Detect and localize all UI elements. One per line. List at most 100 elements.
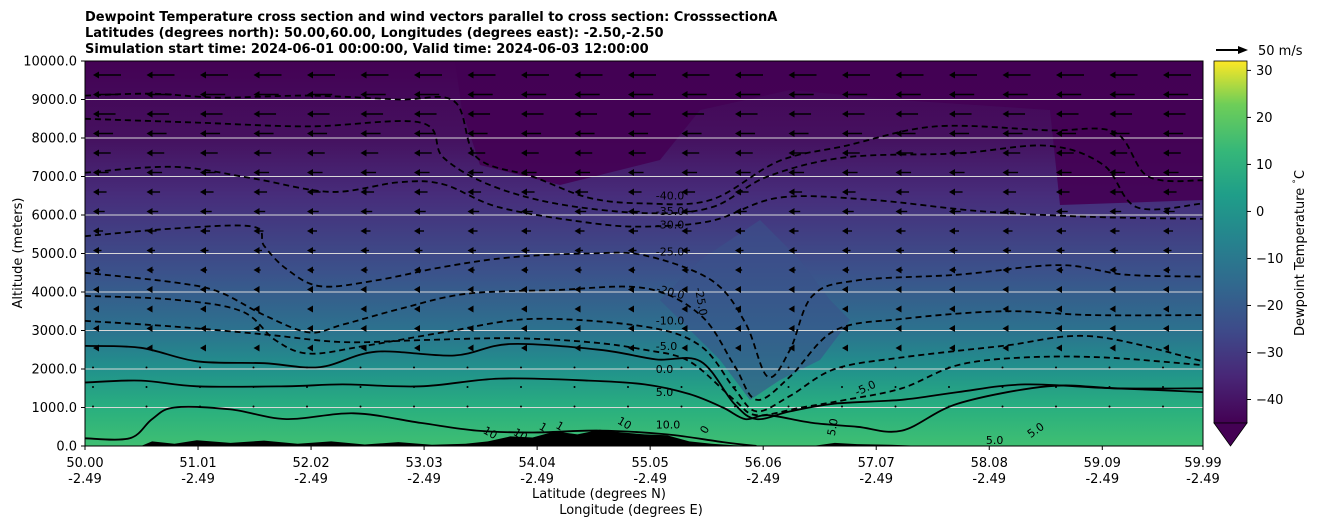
- wind-vector-290: [1002, 325, 1009, 332]
- wind-vector-334: [1108, 366, 1111, 369]
- wind-vector-57: [895, 110, 919, 118]
- quiver-key: 50 m/s: [1216, 44, 1303, 59]
- wind-vector-351: [894, 386, 897, 388]
- wind-vector-218: [521, 266, 529, 274]
- wind-vector-251: [1163, 286, 1169, 293]
- wind-vector-250: [1109, 286, 1116, 293]
- wind-vector-170: [200, 227, 211, 235]
- wind-vector-307: [788, 344, 795, 352]
- grid-lines: [85, 99, 1203, 408]
- wind-vector-54: [735, 110, 758, 118]
- contour-label-10: 10.0: [656, 419, 681, 432]
- wind-vector-89: [360, 149, 379, 157]
- wind-vector-77: [842, 130, 863, 137]
- wind-vector-132: [414, 188, 428, 196]
- wind-vector-287: [842, 325, 848, 332]
- wind-vector-104: [1163, 149, 1181, 157]
- wind-vector-273: [93, 325, 99, 332]
- wind-vector-130: [307, 188, 321, 196]
- wind-vector-312: [1056, 344, 1062, 352]
- y-axis: 0.0 1000.0 2000.0 3000.0 4000.0 5000.0 6000.0 7…: [23, 55, 85, 455]
- contour-m20: [85, 271, 1203, 401]
- wind-vector-46: [307, 110, 330, 118]
- wind-vector-18: [1056, 71, 1084, 79]
- x-tick-label-lat-1: 51.01: [179, 456, 216, 471]
- wind-vector-321: [413, 366, 415, 369]
- contour-label-0: -40.0: [656, 190, 684, 203]
- wind-vector-142: [949, 188, 963, 196]
- x-tick-label-lat-7: 57.07: [858, 456, 895, 471]
- wind-vector-206: [1002, 247, 1011, 254]
- contour-label-19: 10: [615, 414, 634, 432]
- wind-vector-0: [93, 71, 121, 79]
- wind-vector-279: [414, 325, 420, 332]
- wind-vector-109: [307, 169, 323, 176]
- colorbar-tick-label-1: −30: [1256, 346, 1283, 361]
- y-tick-label-8: 8000.0: [32, 132, 78, 147]
- wind-vector-56: [842, 110, 865, 118]
- wind-vector-344: [520, 386, 522, 388]
- wind-vector-243: [735, 286, 741, 293]
- wind-vector-140: [842, 188, 856, 196]
- wind-vector-83: [1163, 130, 1184, 137]
- wind-vector-58: [949, 110, 972, 118]
- y-tick-label-1: 1000.0: [32, 401, 78, 416]
- wind-vector-267: [895, 305, 902, 313]
- wind-vector-362: [359, 405, 362, 408]
- colorbar-label: Dewpoint Temperature °C: [1292, 170, 1308, 336]
- dewpoint-contours: [85, 92, 1203, 446]
- wind-vector-63: [93, 130, 114, 137]
- wind-vector-146: [1163, 188, 1177, 196]
- wind-vector-72: [574, 130, 595, 137]
- wind-vector-118: [788, 169, 805, 176]
- wind-vector-292: [1109, 325, 1116, 332]
- wind-vector-262: [628, 305, 634, 313]
- wind-vector-95: [681, 149, 700, 157]
- wind-vector-115: [628, 169, 644, 176]
- wind-vector-151: [307, 208, 319, 215]
- wind-vector-173: [360, 227, 371, 235]
- wind-vector-69: [414, 130, 435, 137]
- y-tick-label-9: 9000.0: [32, 93, 78, 108]
- wind-vector-92: [521, 149, 539, 157]
- wind-vector-15: [895, 71, 924, 79]
- wind-vector-217: [467, 266, 475, 274]
- wind-vector-220: [628, 266, 636, 274]
- wind-vector-213: [253, 266, 261, 274]
- wind-vector-249: [1056, 286, 1062, 293]
- wind-vector-28: [467, 91, 493, 98]
- wind-vector-352: [948, 386, 950, 388]
- y-tick-label-5: 5000.0: [32, 247, 78, 262]
- wind-vector-263: [681, 305, 688, 313]
- wind-vector-139: [788, 188, 803, 196]
- wind-vector-162: [895, 208, 908, 215]
- wind-vector-79: [949, 130, 970, 137]
- wind-vector-202: [788, 247, 797, 254]
- wind-vector-152: [360, 208, 373, 215]
- wind-vector-305: [681, 344, 688, 352]
- dry-air-region: [455, 61, 1203, 205]
- wind-vector-74: [681, 130, 702, 137]
- wind-vector-7: [467, 71, 496, 79]
- wind-vector-86: [200, 149, 218, 157]
- wind-vector-106: [146, 169, 163, 176]
- wind-vector-201: [735, 247, 744, 254]
- wind-vector-102: [1056, 149, 1074, 157]
- wind-vector-144: [1056, 188, 1070, 196]
- contour-label-13: 5.0: [986, 434, 1004, 447]
- wind-vector-168: [93, 227, 104, 235]
- wind-vector-278: [360, 325, 367, 332]
- wind-vector-286: [788, 325, 795, 332]
- wind-vector-184: [949, 227, 960, 235]
- wind-vector-178: [628, 227, 639, 235]
- x-tick-label-lon-3: -2.49: [407, 472, 441, 487]
- wind-vectors: [92, 71, 1191, 408]
- wind-vector-266: [842, 305, 848, 313]
- wind-vector-366: [573, 405, 576, 408]
- wind-vector-143: [1002, 188, 1017, 196]
- wind-vector-141: [895, 188, 910, 196]
- wind-vector-302: [521, 344, 527, 352]
- wind-vector-2: [200, 71, 228, 79]
- wind-vector-229: [1109, 266, 1117, 274]
- moist-tongue-region: [660, 220, 850, 400]
